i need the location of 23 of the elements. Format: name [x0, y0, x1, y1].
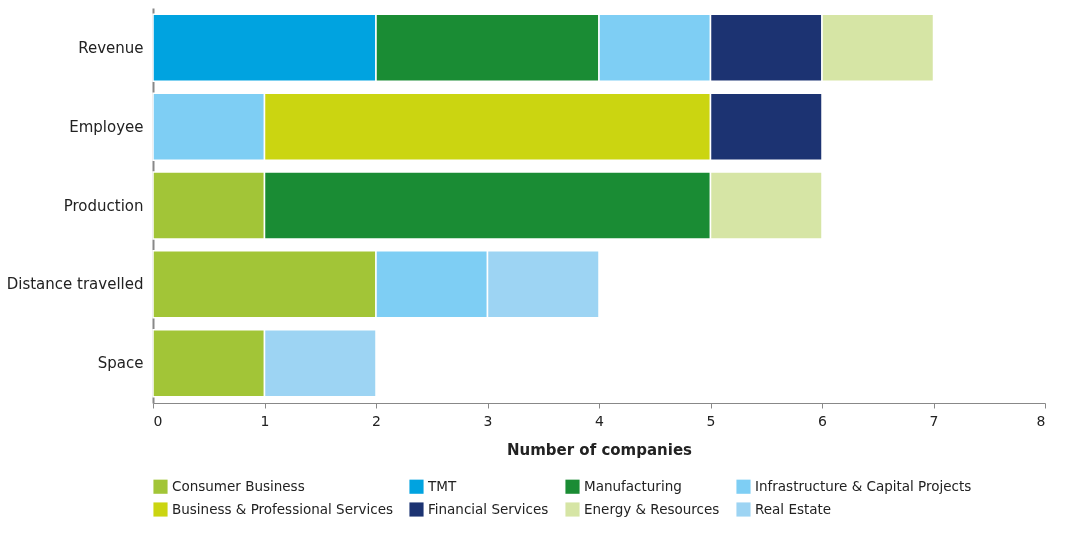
y-tick-label: Production — [63, 196, 144, 215]
legend-label: Infrastructure & Capital Projects — [755, 477, 972, 494]
x-tick-label: 7 — [929, 412, 939, 429]
x-tick-label: 1 — [260, 412, 270, 429]
x-tick-label: 5 — [706, 412, 716, 429]
x-tick-label: 4 — [595, 412, 605, 429]
legend-label: Business & Professional Services — [172, 500, 393, 517]
legend-label: Manufacturing — [584, 477, 682, 494]
legend-label: Energy & Resources — [584, 500, 720, 517]
y-tick-label: Distance travelled — [6, 275, 144, 294]
y-tick-label: Space — [97, 354, 144, 373]
legend-label: Real Estate — [755, 500, 832, 517]
x-tick-label: 3 — [483, 412, 493, 429]
x-tick-label: 2 — [372, 412, 381, 429]
legend-label: Consumer Business — [172, 477, 305, 494]
x-axis-title: Number of companies — [506, 440, 693, 459]
legend-label: TMT — [427, 477, 457, 494]
x-tick-label: 0 — [153, 412, 163, 429]
x-tick-label: 6 — [818, 412, 828, 429]
x-tick-label: 8 — [1036, 412, 1046, 429]
y-tick-label: Revenue — [78, 38, 144, 57]
y-tick-label: Employee — [69, 117, 144, 136]
legend-label: Financial Services — [428, 500, 549, 517]
